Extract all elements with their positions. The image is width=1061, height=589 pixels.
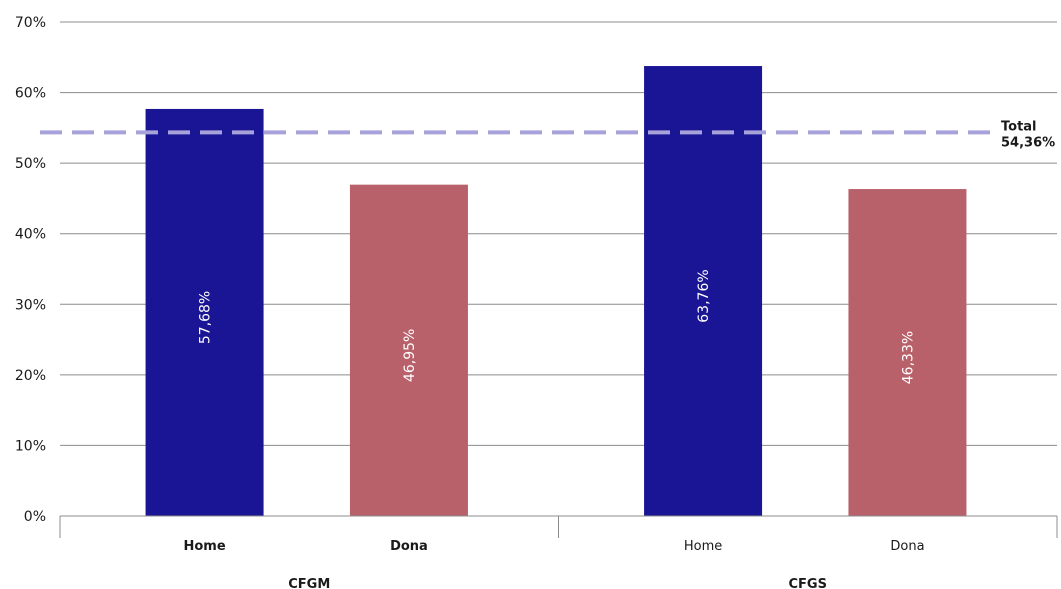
- bar-value-label: 46,33%: [900, 331, 916, 384]
- y-tick-label: 0%: [24, 509, 46, 525]
- x-axis: Home Dona CFGM Home Dona CFGS: [59, 515, 1058, 589]
- y-tick-label: 70%: [15, 15, 46, 31]
- x-tick-label: Home: [684, 539, 722, 554]
- bar-value-label: 57,68%: [198, 291, 214, 344]
- y-tick-label: 60%: [15, 86, 46, 102]
- y-tick-label: 20%: [15, 368, 46, 384]
- group-label: CFGS: [789, 577, 827, 589]
- bar-cfgs-dona: [848, 189, 967, 516]
- y-tick-label: 40%: [15, 227, 46, 243]
- bar-value-label: 46,95%: [402, 329, 418, 382]
- bar-value-label: 63,76%: [696, 269, 712, 322]
- y-tick-label: 50%: [15, 156, 46, 172]
- x-tick-label: Dona: [890, 539, 924, 554]
- bars: 57,68% 46,95% 63,76% 46,33%: [145, 66, 967, 517]
- y-tick-label: 30%: [15, 297, 46, 313]
- x-tick-label: Home: [183, 539, 225, 554]
- bar-cfgs-home: [644, 66, 763, 517]
- bar-cfgm-home: [145, 108, 264, 516]
- bar-cfgm-dona: [349, 184, 468, 516]
- y-tick-label: 10%: [15, 438, 46, 454]
- group-label: CFGM: [288, 577, 330, 589]
- x-tick-label: Dona: [390, 539, 428, 554]
- reference-line-label: Total: [1001, 119, 1037, 134]
- reference-line-value: 54,36%: [1001, 135, 1055, 150]
